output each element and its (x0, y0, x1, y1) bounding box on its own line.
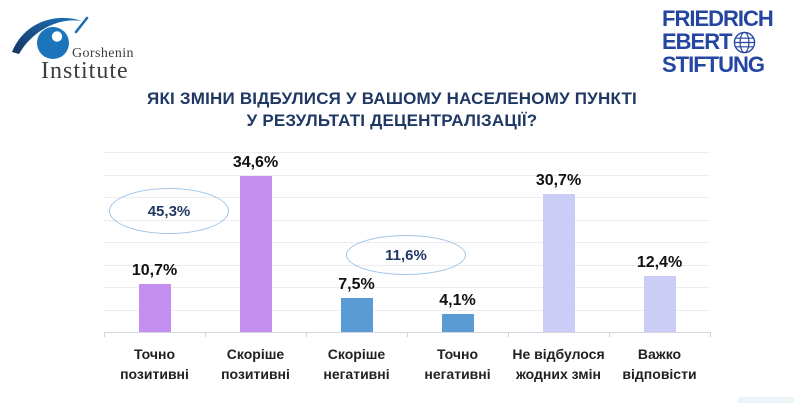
fes-globe-icon (733, 31, 755, 54)
category-label: Не відбулося жодних змін (512, 346, 605, 382)
friedrich-ebert-stiftung-logo: FRIEDRICH EBERT STIFTUNG (662, 6, 794, 77)
axis-tick (710, 332, 711, 337)
chart-title: ЯКІ ЗМІНИ ВІДБУЛИСЯ У ВАШОМУ НАСЕЛЕНОМУ … (0, 88, 784, 132)
axis-tick (205, 332, 206, 337)
gridline (104, 152, 710, 153)
gridline (104, 309, 710, 311)
axis-tick (609, 332, 610, 337)
category-label: Точно негативні (424, 346, 491, 382)
gridline (104, 174, 710, 176)
bottom-right-fragment (738, 397, 794, 403)
bar (138, 284, 171, 332)
fes-line-ebert: EBERT (662, 29, 733, 54)
gorshenin-institute-logo: Gorshenin Institute (6, 6, 176, 84)
axis-tick (104, 332, 105, 337)
chart-title-line1: ЯКІ ЗМІНИ ВІДБУЛИСЯ У ВАШОМУ НАСЕЛЕНОМУ … (147, 89, 637, 108)
annotation-ellipse: 45,3% (109, 188, 229, 234)
fes-line-stiftung: STIFTUNG (662, 52, 765, 77)
axis-tick (407, 332, 408, 337)
value-label: 7,5% (338, 276, 375, 293)
value-label: 10,7% (131, 262, 178, 279)
value-label: 30,7% (535, 172, 582, 189)
category-label: Точно позитивні (120, 346, 189, 382)
value-label: 34,6% (232, 154, 279, 171)
category-label: Скоріше негативні (323, 346, 390, 382)
annotation-ellipse: 11,6% (346, 235, 466, 275)
gorshenin-eye-icon (12, 16, 89, 59)
axis-tick (508, 332, 509, 337)
annotation-label: 11,6% (385, 246, 427, 264)
bar (239, 176, 272, 332)
institute-wordmark: Institute (41, 58, 129, 84)
bar (542, 194, 575, 332)
bar (441, 314, 474, 332)
fes-line-friedrich: FRIEDRICH (662, 6, 774, 31)
category-label: Скоріше позитивні (221, 346, 290, 382)
gridline (104, 287, 710, 288)
bar (643, 276, 676, 332)
category-label: Важко відповісти (622, 346, 697, 382)
axis-tick (306, 332, 307, 337)
bar (340, 298, 373, 332)
annotation-label: 45,3% (147, 202, 191, 220)
value-label: 12,4% (636, 254, 683, 271)
gridline (104, 219, 710, 221)
gridline (104, 197, 710, 198)
gorshenin-wordmark: Gorshenin (72, 46, 134, 61)
value-label: 4,1% (439, 292, 476, 309)
chart-title-line2: У РЕЗУЛЬТАТІ ДЕЦЕНТРАЛІЗАЦІЇ? (246, 111, 538, 130)
